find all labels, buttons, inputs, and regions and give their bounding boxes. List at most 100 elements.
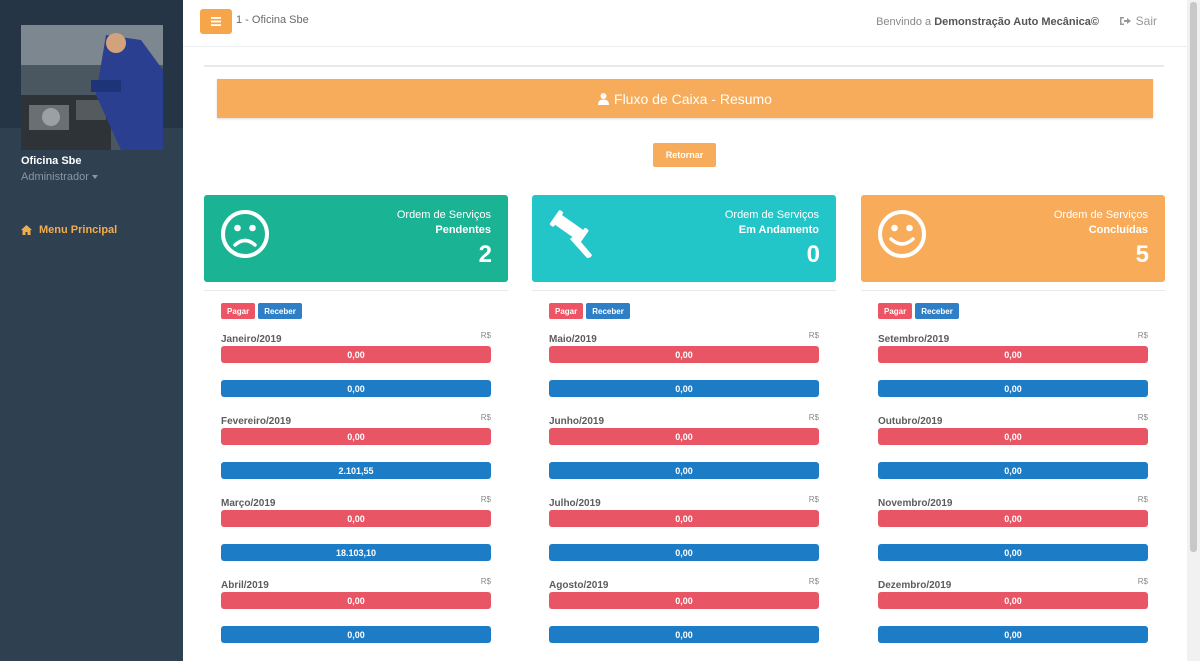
hamburger-icon bbox=[211, 17, 221, 26]
menu-toggle-button[interactable] bbox=[200, 9, 232, 34]
avatar bbox=[21, 25, 163, 150]
month-block: Março/2019 R$ 0,00 18.103,10 bbox=[221, 495, 491, 561]
sidebar-item-menu-principal[interactable]: Menu Principal bbox=[21, 224, 117, 236]
currency-label: R$ bbox=[480, 495, 491, 504]
currency-label: R$ bbox=[480, 331, 491, 340]
month-name: Agosto/2019 bbox=[549, 580, 609, 591]
receive-amount-bar: 0,00 bbox=[878, 544, 1148, 561]
receive-amount-bar: 18.103,10 bbox=[221, 544, 491, 561]
page-title: Fluxo de Caixa - Resumo bbox=[614, 90, 772, 107]
currency-label: R$ bbox=[480, 577, 491, 586]
frown-icon bbox=[221, 210, 269, 258]
receive-tag[interactable]: Receber bbox=[258, 303, 302, 319]
pay-amount-bar: 0,00 bbox=[221, 346, 491, 363]
month-header: Fevereiro/2019 R$ bbox=[221, 413, 491, 428]
receive-amount-bar: 0,00 bbox=[221, 380, 491, 397]
month-header: Maio/2019 R$ bbox=[549, 331, 819, 346]
profile-name: Oficina Sbe bbox=[21, 155, 82, 167]
card-status: Em Andamento bbox=[738, 224, 819, 236]
user-icon bbox=[598, 92, 610, 105]
receive-amount-bar: 0,00 bbox=[878, 462, 1148, 479]
month-block: Novembro/2019 R$ 0,00 0,00 bbox=[878, 495, 1148, 561]
profile-role-label: Administrador bbox=[21, 171, 89, 183]
pay-tag[interactable]: Pagar bbox=[878, 303, 913, 319]
card-in-progress-orders: Ordem de Serviços Em Andamento 0 bbox=[532, 195, 836, 282]
month-name: Fevereiro/2019 bbox=[221, 416, 292, 427]
card-status: Concluídas bbox=[1088, 224, 1148, 236]
gavel-icon bbox=[549, 210, 592, 258]
content-divider bbox=[204, 65, 1164, 67]
profile-role-dropdown[interactable]: Administrador bbox=[21, 171, 98, 183]
pay-tag[interactable]: Pagar bbox=[221, 303, 256, 319]
month-header: Dezembro/2019 R$ bbox=[878, 577, 1148, 592]
receive-tag[interactable]: Receber bbox=[915, 303, 959, 319]
month-column: Pagar Receber Setembro/2019 R$ 0,00 0,00 Outub… bbox=[878, 303, 1148, 643]
section-divider bbox=[532, 290, 836, 291]
month-block: Julho/2019 R$ 0,00 0,00 bbox=[549, 495, 819, 561]
receive-amount-bar: 0,00 bbox=[549, 380, 819, 397]
currency-label: R$ bbox=[808, 331, 819, 340]
receive-amount-bar: 0,00 bbox=[549, 462, 819, 479]
section-divider bbox=[861, 290, 1165, 291]
month-block: Janeiro/2019 R$ 0,00 0,00 bbox=[221, 331, 491, 397]
card-label: Ordem de Serviços bbox=[1053, 209, 1148, 221]
receive-amount-bar: 0,00 bbox=[549, 626, 819, 643]
currency-label: R$ bbox=[480, 413, 491, 422]
month-block: Setembro/2019 R$ 0,00 0,00 bbox=[878, 331, 1148, 397]
welcome-prefix: Benvindo a bbox=[876, 16, 935, 28]
currency-label: R$ bbox=[1137, 331, 1148, 340]
month-header: Abril/2019 R$ bbox=[221, 577, 491, 592]
month-name: Abril/2019 bbox=[221, 580, 269, 591]
currency-label: R$ bbox=[1137, 577, 1148, 586]
pay-amount-bar: 0,00 bbox=[878, 510, 1148, 527]
month-header: Julho/2019 R$ bbox=[549, 495, 819, 510]
month-header: Junho/2019 R$ bbox=[549, 413, 819, 428]
logout-button[interactable]: Sair bbox=[1119, 14, 1157, 28]
receive-amount-bar: 0,00 bbox=[221, 626, 491, 643]
pay-amount-bar: 0,00 bbox=[878, 428, 1148, 445]
month-header: Janeiro/2019 R$ bbox=[221, 331, 491, 346]
month-block: Abril/2019 R$ 0,00 0,00 bbox=[221, 577, 491, 643]
legend-tags: Pagar Receber bbox=[549, 303, 819, 319]
receive-amount-bar: 2.101,55 bbox=[221, 462, 491, 479]
page-scrollbar[interactable] bbox=[1187, 0, 1200, 661]
pay-amount-bar: 0,00 bbox=[549, 346, 819, 363]
pay-amount-bar: 0,00 bbox=[549, 510, 819, 527]
month-header: Agosto/2019 R$ bbox=[549, 577, 819, 592]
month-block: Junho/2019 R$ 0,00 0,00 bbox=[549, 413, 819, 479]
pay-tag[interactable]: Pagar bbox=[549, 303, 584, 319]
caret-down-icon bbox=[91, 175, 98, 180]
month-block: Agosto/2019 R$ 0,00 0,00 bbox=[549, 577, 819, 643]
month-block: Outubro/2019 R$ 0,00 0,00 bbox=[878, 413, 1148, 479]
card-completed-orders: Ordem de Serviços Concluídas 5 bbox=[861, 195, 1165, 282]
legend-tags: Pagar Receber bbox=[221, 303, 491, 319]
breadcrumb: 1 - Oficina Sbe bbox=[236, 14, 309, 26]
month-name: Setembro/2019 bbox=[878, 334, 950, 345]
currency-label: R$ bbox=[808, 413, 819, 422]
pay-amount-bar: 0,00 bbox=[549, 428, 819, 445]
pay-amount-bar: 0,00 bbox=[221, 510, 491, 527]
top-navbar: 1 - Oficina Sbe Benvindo a Demonstração … bbox=[183, 0, 1187, 47]
welcome-message: Benvindo a Demonstração Auto Mecânica© bbox=[876, 16, 1099, 28]
receive-tag[interactable]: Receber bbox=[586, 303, 630, 319]
card-count: 5 bbox=[1135, 241, 1149, 268]
scrollbar-thumb[interactable] bbox=[1190, 2, 1197, 552]
sidebar-item-label: Menu Principal bbox=[39, 224, 118, 236]
month-name: Maio/2019 bbox=[549, 334, 597, 345]
month-name: Junho/2019 bbox=[549, 416, 605, 427]
month-name: Janeiro/2019 bbox=[221, 334, 282, 345]
legend-tags: Pagar Receber bbox=[878, 303, 1148, 319]
card-status: Pendentes bbox=[435, 224, 491, 236]
home-icon bbox=[21, 225, 32, 235]
logout-label: Sair bbox=[1135, 14, 1157, 28]
sign-out-icon bbox=[1119, 17, 1131, 25]
month-column: Pagar Receber Maio/2019 R$ 0,00 0,00 Junho/201… bbox=[549, 303, 819, 643]
card-label: Ordem de Serviços bbox=[724, 209, 819, 221]
currency-label: R$ bbox=[808, 577, 819, 586]
smile-icon bbox=[878, 210, 926, 258]
receive-amount-bar: 0,00 bbox=[878, 626, 1148, 643]
return-button[interactable]: Retornar bbox=[653, 143, 716, 167]
card-count: 2 bbox=[478, 241, 492, 268]
card-pending-orders: Ordem de Serviços Pendentes 2 bbox=[204, 195, 508, 282]
receive-amount-bar: 0,00 bbox=[549, 544, 819, 561]
